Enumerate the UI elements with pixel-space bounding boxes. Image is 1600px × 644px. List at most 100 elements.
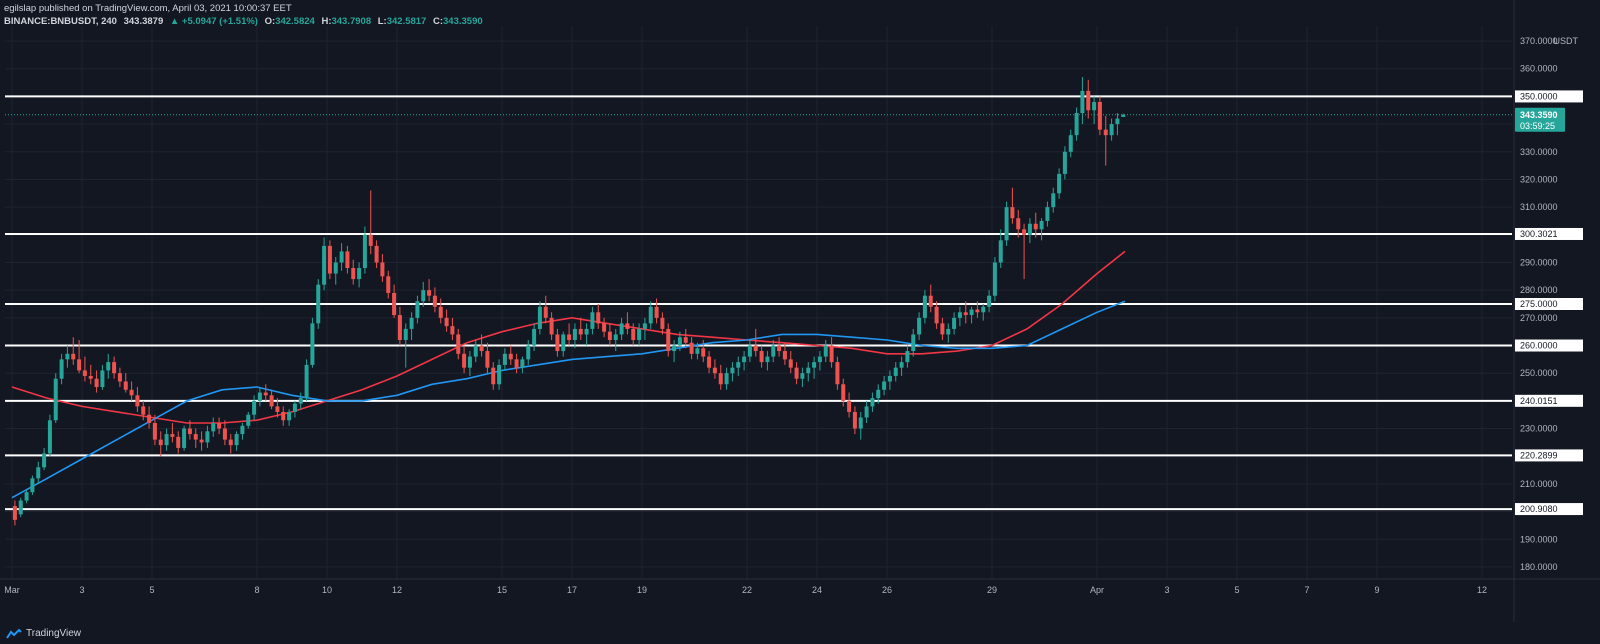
candle [158, 431, 163, 457]
candle [281, 406, 286, 426]
time-tick-label: 17 [567, 585, 577, 595]
time-axis: Mar 3 5 8 10 12 15 17 19 22 24 26 29 Apr 3 5 7 9 12 [4, 585, 1487, 595]
candle [287, 409, 292, 426]
candle [141, 400, 146, 421]
candle [467, 351, 472, 376]
candle-body [847, 400, 852, 412]
candle [520, 356, 525, 374]
candle [36, 461, 41, 484]
candle-body [607, 331, 612, 340]
candle [631, 323, 636, 346]
candle [427, 279, 432, 302]
time-tick-label: 3 [79, 585, 84, 595]
level-price-label: 300.3021 [1520, 229, 1558, 239]
candle [246, 411, 251, 429]
candle [234, 431, 239, 451]
time-tick-label: 22 [742, 585, 752, 595]
candle-body [753, 345, 758, 352]
candle [613, 328, 618, 352]
candle [263, 384, 268, 401]
footer: TradingView [6, 628, 81, 639]
candle [899, 356, 904, 376]
candle-body [887, 375, 892, 382]
currency-label: USDT [1554, 36, 1579, 46]
candle-body [234, 434, 239, 446]
candle-body [397, 315, 402, 340]
candle [18, 497, 23, 518]
candle [812, 356, 817, 379]
candle-body [777, 345, 782, 352]
time-tick-label: 12 [1477, 585, 1487, 595]
support-resistance-levels [5, 95, 1512, 511]
candle [567, 323, 572, 346]
candle [817, 351, 822, 371]
candle-body [53, 378, 58, 421]
last-price-tag [1515, 107, 1565, 132]
open-label: O: [264, 16, 276, 27]
candle [1051, 187, 1056, 213]
candle-body [543, 306, 548, 318]
candle [24, 489, 29, 504]
candle-body [1057, 173, 1062, 194]
candle [392, 284, 397, 318]
candle [742, 351, 747, 371]
candle-body [12, 506, 17, 520]
candles [12, 77, 1126, 526]
candle [870, 392, 875, 412]
candle [450, 317, 455, 340]
candle [479, 334, 484, 357]
candle-body [800, 373, 805, 379]
candle [462, 345, 467, 374]
candle-body [1010, 207, 1015, 219]
candle-body [963, 312, 968, 316]
candle-body [491, 367, 496, 385]
candle-body [304, 364, 309, 399]
candle-body [275, 406, 280, 412]
candle [71, 337, 76, 365]
level-price-label: 240.0151 [1520, 396, 1558, 406]
candle-body [695, 348, 700, 354]
candle-body [71, 353, 76, 360]
candle [298, 392, 303, 410]
candle-body [934, 306, 939, 324]
candle [222, 420, 227, 446]
candle-body [502, 353, 507, 365]
candle-body [479, 345, 484, 352]
candle-body [94, 378, 99, 388]
candle [747, 339, 752, 363]
level-price-label: 200.9080 [1520, 504, 1558, 514]
candle [1068, 129, 1073, 158]
candle [170, 423, 175, 443]
candle-body [1092, 101, 1097, 111]
candle-body [403, 328, 408, 340]
candle-body [36, 467, 41, 479]
candle-body [287, 411, 292, 421]
candle-body [946, 328, 951, 335]
candle-body [812, 362, 817, 368]
candle [928, 284, 933, 313]
candle-body [1027, 223, 1032, 235]
candle-body [572, 328, 577, 340]
symbol-label: BINANCE:BNBUSDT, 240 [4, 16, 117, 27]
candle-body [940, 323, 945, 335]
candle [1062, 146, 1067, 180]
candle-body [858, 417, 863, 429]
candle-body [1033, 223, 1038, 230]
candle [963, 301, 968, 324]
candle [1086, 79, 1091, 119]
candle-body [298, 398, 303, 404]
candle [724, 367, 729, 390]
candle-body [823, 345, 828, 357]
candle [176, 431, 181, 454]
candle-body [637, 328, 642, 340]
candle [1039, 218, 1044, 241]
candle [1016, 209, 1021, 238]
candle [322, 237, 327, 291]
price-tick-label: 210.0000 [1520, 479, 1558, 489]
candle-body [549, 317, 554, 335]
candle-body [246, 414, 251, 426]
last-price: 343.3879 [123, 16, 164, 27]
candle [362, 226, 367, 274]
candle [753, 328, 758, 357]
